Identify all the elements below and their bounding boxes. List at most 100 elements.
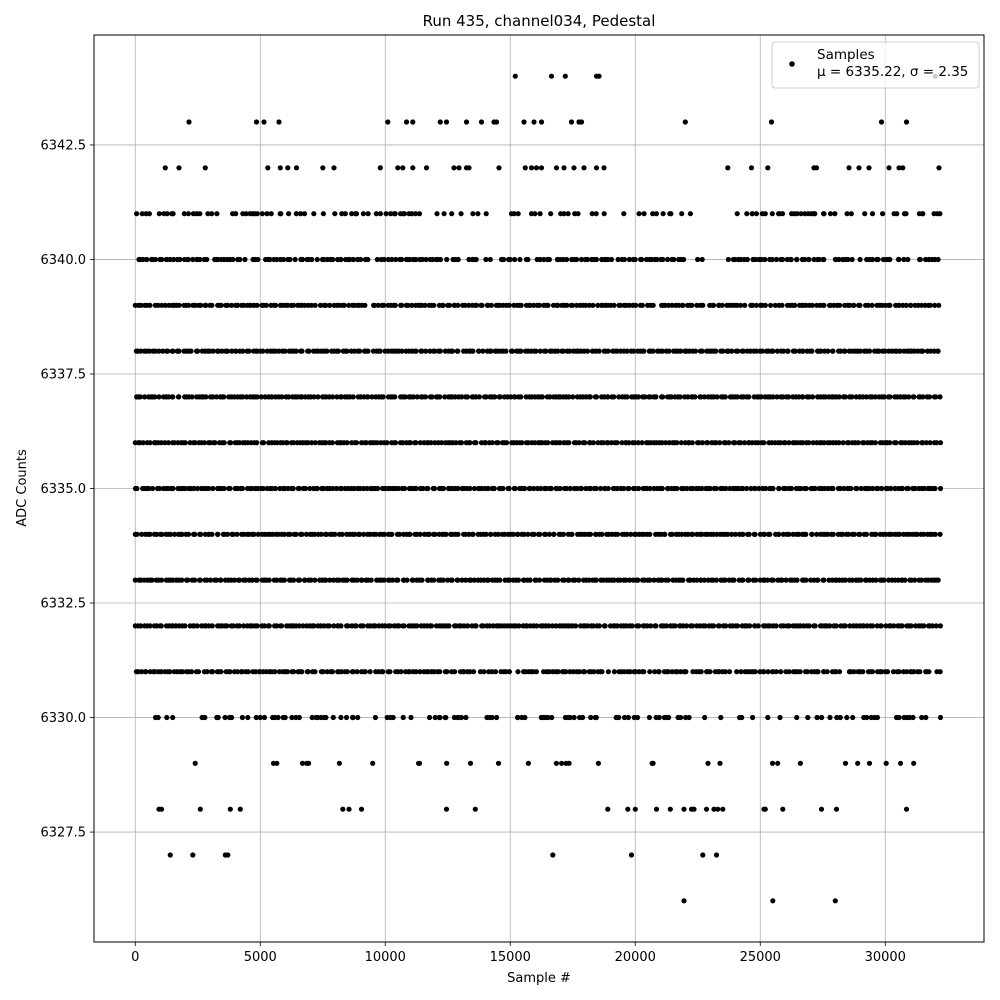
data-point (186, 119, 192, 125)
data-point (748, 165, 755, 171)
data-point (588, 485, 594, 492)
data-point (139, 211, 145, 217)
data-point (659, 485, 665, 492)
data-point (188, 348, 194, 354)
data-point (857, 302, 863, 308)
data-point (476, 348, 482, 354)
data-point (467, 760, 474, 766)
data-point (353, 211, 360, 217)
data-point (580, 714, 586, 721)
data-point (253, 714, 259, 721)
data-point (409, 302, 415, 308)
data-point (923, 714, 929, 721)
data-point (170, 348, 176, 354)
data-point (830, 348, 836, 354)
data-point (873, 577, 879, 583)
data-point (628, 531, 634, 537)
data-point (343, 714, 350, 721)
data-point (309, 714, 315, 721)
data-point (605, 394, 611, 400)
data-point (770, 485, 776, 492)
data-point (292, 256, 298, 263)
data-point (690, 531, 696, 537)
data-point (290, 485, 296, 492)
data-point (443, 119, 450, 125)
data-point (703, 806, 710, 812)
data-point (778, 669, 784, 675)
data-point (189, 394, 195, 400)
data-point (611, 302, 617, 308)
data-point (229, 714, 235, 721)
data-point (440, 577, 446, 583)
data-point (830, 485, 836, 492)
data-point (872, 440, 879, 446)
data-point (584, 348, 591, 354)
data-point (576, 577, 582, 583)
data-point (410, 119, 416, 125)
data-point (530, 302, 537, 308)
data-point (564, 485, 570, 492)
data-point (355, 714, 361, 721)
data-point (353, 623, 359, 629)
data-point (720, 348, 726, 354)
data-point (684, 623, 690, 629)
data-point (674, 485, 680, 492)
data-point (932, 531, 938, 537)
data-point (919, 714, 925, 721)
data-point (545, 302, 551, 308)
data-point (389, 531, 395, 537)
data-point (286, 394, 292, 400)
data-point (923, 440, 930, 446)
data-point (851, 669, 857, 675)
data-point (417, 669, 423, 675)
data-point (768, 302, 774, 308)
data-point (605, 806, 611, 812)
data-point (875, 256, 881, 263)
x-tick-label: 0 (131, 950, 139, 965)
data-point (591, 669, 597, 675)
data-point (259, 211, 265, 217)
data-point (650, 302, 656, 308)
data-point (921, 623, 927, 629)
data-point (461, 669, 467, 675)
data-point (152, 256, 158, 263)
data-point (821, 211, 827, 217)
data-point (306, 348, 312, 354)
data-point (197, 256, 203, 263)
data-point (605, 440, 611, 446)
data-point (299, 669, 305, 675)
data-point (519, 440, 525, 446)
data-point (224, 531, 231, 537)
data-point (845, 531, 852, 537)
legend-label-series: Samples (817, 47, 875, 63)
data-point (625, 806, 631, 812)
data-point (567, 348, 573, 354)
data-point (628, 852, 635, 858)
data-point (253, 119, 260, 125)
data-point (156, 211, 162, 217)
data-point (672, 623, 678, 629)
data-point (370, 760, 376, 766)
data-point (471, 485, 477, 492)
data-point (798, 211, 804, 217)
data-point (713, 485, 719, 492)
data-point (309, 440, 315, 446)
data-point (430, 256, 436, 263)
data-point (656, 669, 662, 675)
data-point (426, 531, 432, 537)
data-point (372, 623, 378, 629)
data-point (476, 394, 482, 400)
data-point (616, 714, 622, 721)
data-point (623, 577, 629, 583)
data-point (159, 256, 165, 263)
data-point (548, 73, 555, 79)
data-point (227, 669, 233, 675)
data-point (410, 165, 416, 171)
data-point (261, 119, 267, 125)
data-point (800, 348, 806, 354)
data-point (495, 531, 501, 537)
data-point (678, 348, 684, 354)
data-point (770, 348, 776, 354)
data-point (483, 531, 489, 537)
data-point (786, 394, 792, 400)
